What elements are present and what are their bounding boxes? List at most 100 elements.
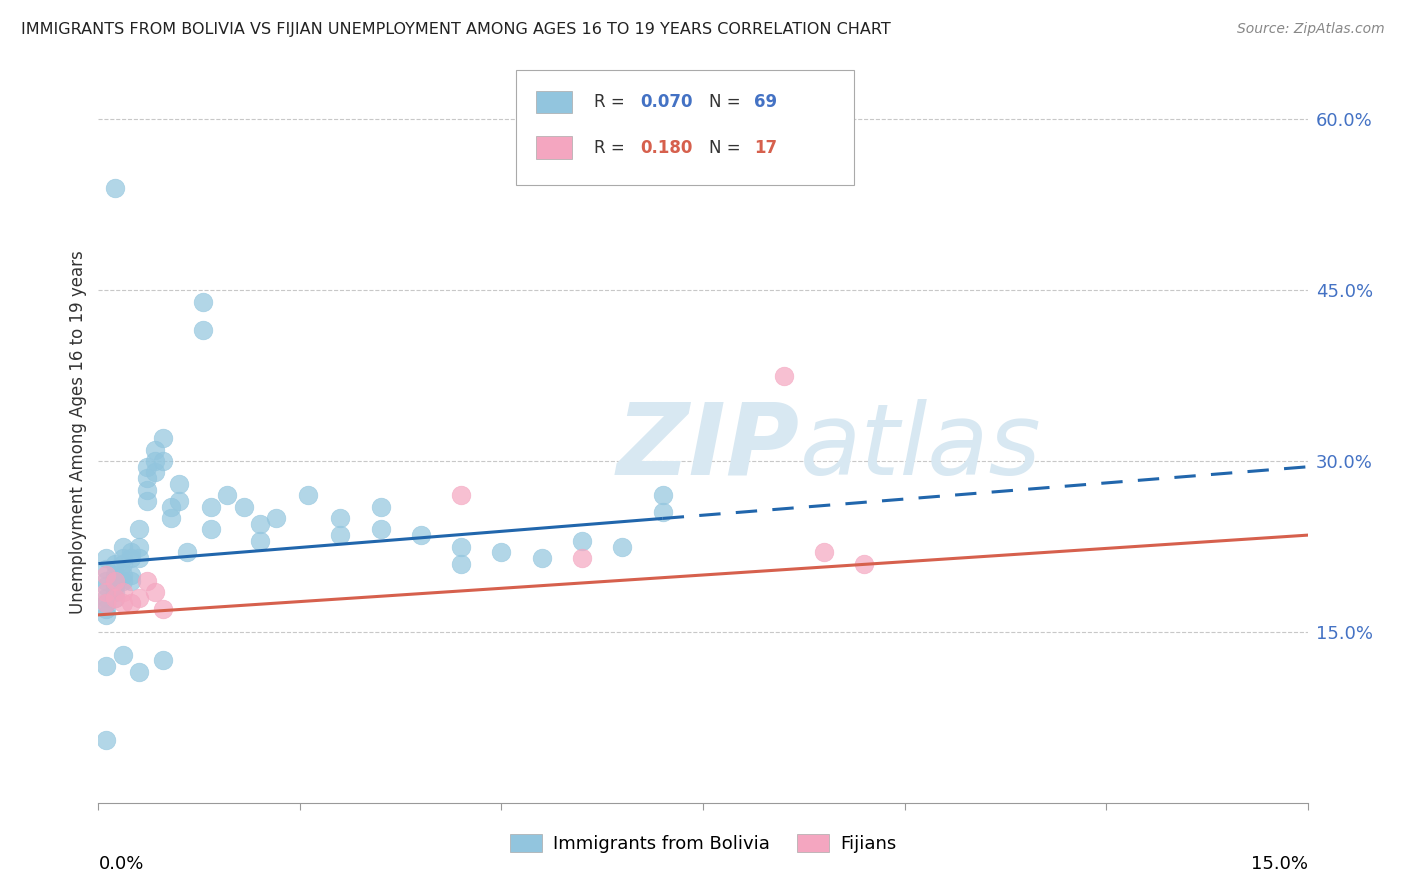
- Point: [128, 523, 150, 537]
- Point: [135, 574, 157, 588]
- FancyBboxPatch shape: [536, 136, 572, 159]
- Point: [103, 591, 125, 605]
- Point: [103, 585, 125, 599]
- Point: [200, 500, 222, 514]
- Point: [96, 607, 118, 622]
- Point: [160, 500, 183, 514]
- Point: [128, 550, 150, 565]
- Point: [329, 528, 352, 542]
- Point: [571, 550, 593, 565]
- Point: [193, 294, 215, 309]
- Point: [120, 597, 142, 611]
- Text: Source: ZipAtlas.com: Source: ZipAtlas.com: [1237, 22, 1385, 37]
- Point: [152, 454, 174, 468]
- Point: [128, 665, 150, 679]
- Point: [329, 511, 352, 525]
- Point: [370, 500, 392, 514]
- Point: [143, 442, 166, 457]
- Point: [135, 459, 157, 474]
- Point: [176, 545, 198, 559]
- Point: [152, 602, 174, 616]
- Legend: Immigrants from Bolivia, Fijians: Immigrants from Bolivia, Fijians: [502, 827, 904, 861]
- Point: [571, 533, 593, 548]
- Point: [264, 511, 287, 525]
- Point: [103, 591, 125, 605]
- Text: 15.0%: 15.0%: [1250, 855, 1308, 872]
- Point: [160, 511, 183, 525]
- Point: [96, 579, 118, 593]
- Text: 0.180: 0.180: [640, 138, 693, 157]
- Text: ZIP: ZIP: [617, 399, 800, 496]
- Point: [120, 574, 142, 588]
- Point: [96, 733, 118, 747]
- Point: [103, 557, 125, 571]
- Point: [96, 585, 118, 599]
- Point: [167, 476, 190, 491]
- Point: [111, 557, 134, 571]
- Point: [409, 528, 432, 542]
- Point: [143, 454, 166, 468]
- Point: [103, 574, 125, 588]
- Point: [120, 545, 142, 559]
- Point: [96, 550, 118, 565]
- Point: [96, 574, 118, 588]
- Text: N =: N =: [709, 93, 747, 111]
- Point: [651, 505, 673, 519]
- Point: [111, 585, 134, 599]
- Text: R =: R =: [595, 138, 636, 157]
- Point: [813, 545, 835, 559]
- Point: [120, 550, 142, 565]
- Point: [772, 368, 794, 383]
- Point: [96, 602, 118, 616]
- Point: [111, 568, 134, 582]
- Point: [103, 579, 125, 593]
- Point: [111, 648, 134, 662]
- Point: [128, 591, 150, 605]
- Text: IMMIGRANTS FROM BOLIVIA VS FIJIAN UNEMPLOYMENT AMONG AGES 16 TO 19 YEARS CORRELA: IMMIGRANTS FROM BOLIVIA VS FIJIAN UNEMPL…: [21, 22, 891, 37]
- Point: [530, 550, 553, 565]
- Point: [152, 431, 174, 445]
- Point: [450, 540, 472, 554]
- Y-axis label: Unemployment Among Ages 16 to 19 years: Unemployment Among Ages 16 to 19 years: [69, 251, 87, 615]
- Point: [103, 574, 125, 588]
- Text: 0.070: 0.070: [640, 93, 693, 111]
- Point: [249, 533, 271, 548]
- Text: 69: 69: [754, 93, 778, 111]
- Point: [167, 494, 190, 508]
- Point: [96, 597, 118, 611]
- Point: [111, 597, 134, 611]
- Point: [96, 562, 118, 576]
- Point: [491, 545, 513, 559]
- Text: N =: N =: [709, 138, 747, 157]
- Point: [200, 523, 222, 537]
- Text: R =: R =: [595, 93, 630, 111]
- Point: [128, 540, 150, 554]
- Point: [96, 591, 118, 605]
- Point: [135, 471, 157, 485]
- Point: [152, 653, 174, 667]
- Point: [111, 540, 134, 554]
- Point: [111, 550, 134, 565]
- Point: [96, 659, 118, 673]
- Point: [135, 483, 157, 497]
- Point: [103, 568, 125, 582]
- Point: [249, 516, 271, 531]
- Point: [651, 488, 673, 502]
- Point: [96, 568, 118, 582]
- Point: [232, 500, 254, 514]
- Point: [143, 466, 166, 480]
- Text: 17: 17: [754, 138, 778, 157]
- Point: [135, 494, 157, 508]
- FancyBboxPatch shape: [516, 70, 855, 185]
- Point: [370, 523, 392, 537]
- Text: 0.0%: 0.0%: [98, 855, 143, 872]
- Point: [217, 488, 239, 502]
- Point: [612, 540, 634, 554]
- Point: [450, 557, 472, 571]
- Point: [297, 488, 319, 502]
- Point: [120, 568, 142, 582]
- Point: [103, 180, 125, 194]
- FancyBboxPatch shape: [536, 91, 572, 112]
- Text: atlas: atlas: [800, 399, 1042, 496]
- Point: [450, 488, 472, 502]
